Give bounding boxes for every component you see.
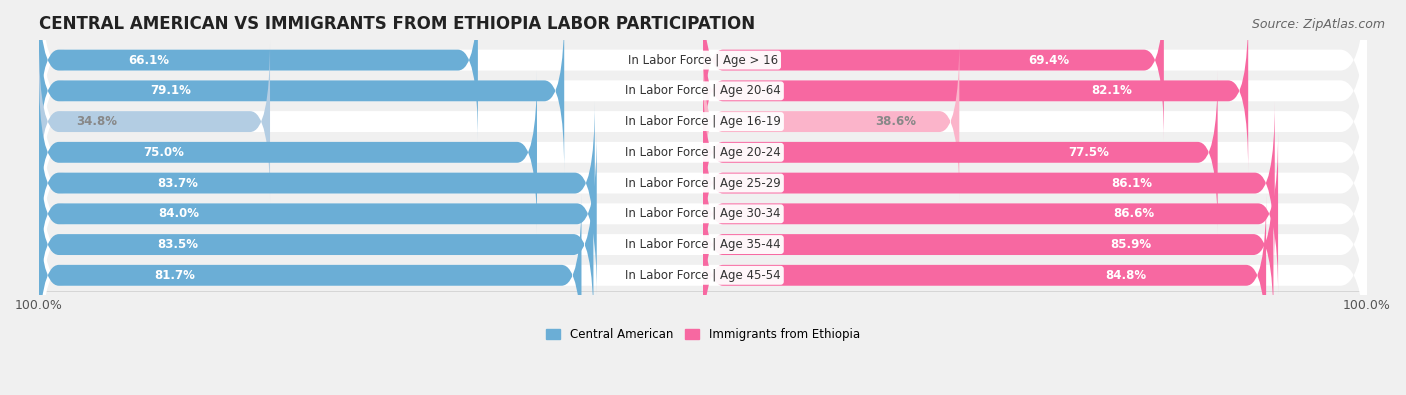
Text: CENTRAL AMERICAN VS IMMIGRANTS FROM ETHIOPIA LABOR PARTICIPATION: CENTRAL AMERICAN VS IMMIGRANTS FROM ETHI… <box>39 15 755 33</box>
Text: 85.9%: 85.9% <box>1111 238 1152 251</box>
Text: In Labor Force | Age 45-54: In Labor Force | Age 45-54 <box>626 269 780 282</box>
Text: 79.1%: 79.1% <box>150 85 191 97</box>
Text: 75.0%: 75.0% <box>143 146 184 159</box>
FancyBboxPatch shape <box>39 71 1367 295</box>
FancyBboxPatch shape <box>703 163 1274 326</box>
Text: 83.5%: 83.5% <box>157 238 198 251</box>
Text: 69.4%: 69.4% <box>1028 54 1069 67</box>
Text: 82.1%: 82.1% <box>1091 85 1132 97</box>
FancyBboxPatch shape <box>39 163 593 326</box>
Text: 66.1%: 66.1% <box>128 54 169 67</box>
Text: In Labor Force | Age 16-19: In Labor Force | Age 16-19 <box>626 115 780 128</box>
FancyBboxPatch shape <box>39 0 1367 173</box>
FancyBboxPatch shape <box>39 0 1367 203</box>
Text: 86.6%: 86.6% <box>1114 207 1154 220</box>
Text: In Labor Force | Age 35-44: In Labor Force | Age 35-44 <box>626 238 780 251</box>
FancyBboxPatch shape <box>703 194 1267 357</box>
FancyBboxPatch shape <box>39 40 1367 265</box>
Text: 34.8%: 34.8% <box>76 115 117 128</box>
Text: In Labor Force | Age 30-34: In Labor Force | Age 30-34 <box>626 207 780 220</box>
FancyBboxPatch shape <box>703 132 1278 295</box>
Text: 83.7%: 83.7% <box>157 177 198 190</box>
Text: In Labor Force | Age 25-29: In Labor Force | Age 25-29 <box>626 177 780 190</box>
FancyBboxPatch shape <box>39 9 1367 234</box>
Text: 81.7%: 81.7% <box>155 269 195 282</box>
Text: 86.1%: 86.1% <box>1111 177 1153 190</box>
FancyBboxPatch shape <box>39 0 478 142</box>
Text: Source: ZipAtlas.com: Source: ZipAtlas.com <box>1251 18 1385 31</box>
FancyBboxPatch shape <box>39 132 596 295</box>
FancyBboxPatch shape <box>39 101 595 265</box>
FancyBboxPatch shape <box>39 9 564 173</box>
Text: 77.5%: 77.5% <box>1069 146 1109 159</box>
Text: In Labor Force | Age 20-64: In Labor Force | Age 20-64 <box>626 85 780 97</box>
FancyBboxPatch shape <box>39 163 1367 388</box>
Text: 38.6%: 38.6% <box>875 115 915 128</box>
FancyBboxPatch shape <box>39 71 537 234</box>
FancyBboxPatch shape <box>39 101 1367 326</box>
Text: In Labor Force | Age 20-24: In Labor Force | Age 20-24 <box>626 146 780 159</box>
Legend: Central American, Immigrants from Ethiopia: Central American, Immigrants from Ethiop… <box>541 323 865 346</box>
FancyBboxPatch shape <box>703 40 959 203</box>
FancyBboxPatch shape <box>703 9 1249 173</box>
FancyBboxPatch shape <box>703 71 1218 234</box>
Text: 84.8%: 84.8% <box>1105 269 1146 282</box>
Text: In Labor Force | Age > 16: In Labor Force | Age > 16 <box>628 54 778 67</box>
FancyBboxPatch shape <box>39 132 1367 357</box>
FancyBboxPatch shape <box>39 194 582 357</box>
FancyBboxPatch shape <box>703 0 1164 142</box>
FancyBboxPatch shape <box>39 40 270 203</box>
Text: 84.0%: 84.0% <box>157 207 198 220</box>
FancyBboxPatch shape <box>703 101 1275 265</box>
